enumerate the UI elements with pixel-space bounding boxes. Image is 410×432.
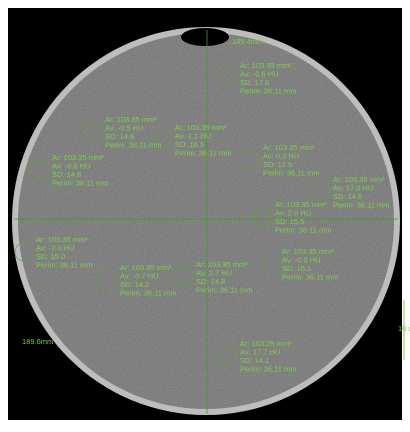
- ct-view: 189.4mm 189.6mm 10 cm Ar: 103.35 mm²Av: …: [0, 0, 410, 427]
- left-scale: 189.6mm: [22, 337, 53, 346]
- roi-stat: Perim: 36.11 mm: [240, 365, 297, 374]
- roi-stat: Perim: 36.11 mm: [120, 289, 177, 298]
- roi-stat: Perim: 36.11 mm: [240, 87, 297, 96]
- roi-stat: Perim: 36.11 mm: [105, 141, 162, 150]
- notch: [181, 28, 229, 46]
- roi-stat: Perim: 36.11 mm: [275, 226, 332, 235]
- roi-stat: Perim: 36.11 mm: [282, 273, 339, 282]
- top-scale: 189.4mm: [232, 37, 263, 46]
- roi-stat: Perim: 36.11 mm: [263, 169, 320, 178]
- roi-stat: Perim: 36.11 mm: [333, 201, 390, 210]
- roi-stat: Perim: 36.11 mm: [52, 179, 109, 188]
- phantom-noise: [18, 33, 394, 409]
- roi-stat: Perim: 36.11 mm: [175, 149, 232, 158]
- right-scale: 10 cm: [398, 324, 410, 333]
- roi-stat: Perim: 36.11 mm: [36, 261, 93, 270]
- roi-stat: Perim: 36.11 mm: [196, 286, 253, 295]
